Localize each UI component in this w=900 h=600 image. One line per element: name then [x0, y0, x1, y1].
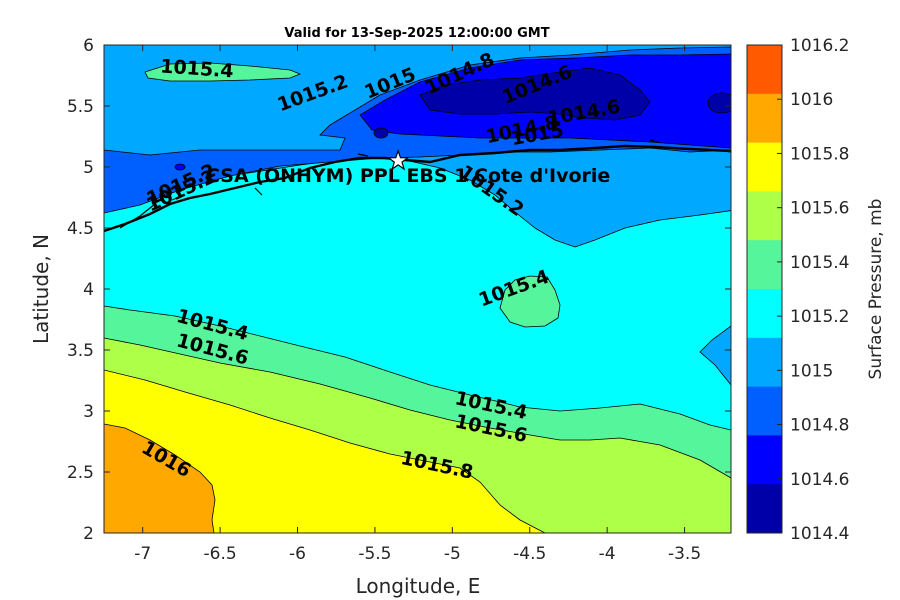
colorbar-swatch	[747, 337, 782, 388]
colorbar-tick-label: 1016.2	[790, 36, 849, 56]
x-tick-label: -4	[599, 544, 616, 564]
colorbar-frame	[746, 44, 783, 534]
y-axis-ticks: 6 5.5 5 4.5 4 3.5 3 2.5 2	[67, 36, 731, 544]
region-1014-4-east	[707, 92, 731, 114]
region-1014-4-small	[373, 127, 389, 139]
colorbar-swatch	[747, 93, 782, 144]
region-1015-8-band	[104, 369, 546, 533]
colorbar-tick-label: 1016	[790, 90, 833, 110]
colorbar-label: Surface Pressure, mb	[866, 199, 886, 380]
colorbar-swatch	[747, 386, 782, 436]
x-tick-label: -6	[289, 544, 306, 564]
colorbar-swatch	[747, 484, 782, 534]
region-1015-4-north	[144, 62, 302, 82]
chart-title: Valid for 13-Sep-2025 12:00:00 GMT	[284, 26, 549, 41]
y-tick-label: 4.5	[67, 219, 94, 239]
colorbar-swatch	[747, 289, 782, 339]
y-tick-label: 3	[83, 402, 94, 422]
contour-label: 1015.4	[160, 55, 235, 82]
x-axis-label: Longitude, E	[356, 574, 481, 598]
region-1016-0	[104, 423, 216, 533]
x-tick-label: -7	[134, 544, 151, 564]
colorbar-tick-label: 1015.6	[790, 199, 849, 219]
colorbar-swatch	[747, 240, 782, 290]
x-axis-ticks: -7 -6.5 -6 -5.5 -5 -4.5 -4 -3.5	[134, 45, 701, 564]
y-tick-label: 6	[83, 36, 94, 56]
y-tick-label: 2	[83, 524, 94, 544]
region-1015-0-east	[699, 325, 731, 386]
colorbar-tick-label: 1015	[790, 361, 833, 381]
y-axis-label: Latitude, N	[29, 234, 53, 344]
colorbar-tick-label: 1014.6	[790, 470, 849, 490]
contour-field	[104, 45, 731, 533]
lagoon-detail	[119, 139, 731, 229]
colorbar-tick-label: 1015.4	[790, 253, 849, 273]
region-1015-4-island	[499, 275, 561, 328]
x-tick-label: -3.5	[668, 544, 701, 564]
colorbar-swatch	[747, 191, 782, 241]
region-small-low	[174, 163, 186, 171]
colorbar-tick-label: 1015.2	[790, 307, 849, 327]
y-tick-label: 4	[83, 280, 94, 300]
site-marker: CSA (ONHYM) PPL EBS 1 Cote d'Ivorie	[206, 149, 610, 187]
x-tick-label: -4.5	[513, 544, 546, 564]
colorbar: 1016.2 1016 1015.8 1015.6 1015.4 1015.2 1015 10…	[746, 36, 849, 544]
site-star-icon	[386, 149, 410, 171]
y-tick-label: 5	[83, 158, 94, 178]
y-tick-label: 5.5	[67, 97, 94, 117]
colorbar-tick-label: 1015.8	[790, 144, 849, 164]
y-tick-label: 3.5	[67, 341, 94, 361]
colorbar-swatch	[747, 142, 782, 192]
colorbar-tick-label: 1014.4	[790, 524, 849, 544]
x-tick-label: -6.5	[204, 544, 237, 564]
x-tick-label: -5	[444, 544, 461, 564]
site-label: CSA (ONHYM) PPL EBS 1 Cote d'Ivorie	[206, 165, 610, 187]
colorbar-tick-label: 1014.8	[790, 416, 849, 436]
region-1014-4	[419, 67, 651, 121]
colorbar-swatch	[747, 435, 782, 485]
coastline	[104, 144, 731, 233]
y-tick-label: 2.5	[67, 463, 94, 483]
x-tick-label: -5.5	[358, 544, 391, 564]
colorbar-swatch	[747, 45, 782, 95]
